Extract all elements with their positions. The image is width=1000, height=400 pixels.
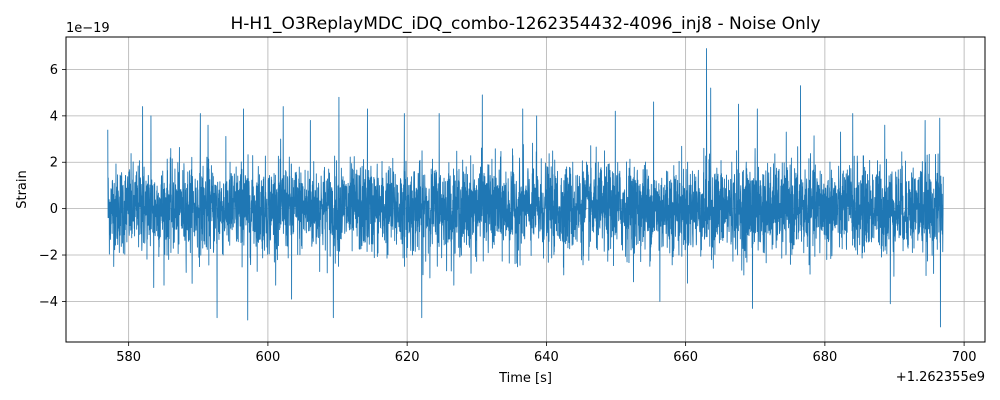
- y-tick-label: −4: [39, 295, 58, 310]
- ticks: 580 600 620 640 660 680 700 −4 −2 0 2 4 6: [39, 63, 977, 365]
- x-axis-title: Time [s]: [498, 371, 552, 386]
- axes-frame: [65, 36, 986, 343]
- x-axis-offset-label: +1.262355e9: [896, 370, 985, 385]
- x-tick-label: 580: [116, 350, 141, 365]
- x-tick-label: 640: [534, 350, 559, 365]
- y-axis-title: Strain: [15, 170, 30, 209]
- chart-title: H-H1_O3ReplayMDC_iDQ_combo-1262354432-40…: [230, 14, 820, 34]
- x-tick-label: 700: [952, 350, 977, 365]
- x-tick-label: 680: [812, 350, 837, 365]
- y-tick-label: 6: [50, 63, 58, 78]
- y-tick-label: 0: [50, 202, 58, 217]
- y-tick-label: −2: [39, 249, 58, 264]
- y-axis-exponent-label: 1e−19: [66, 21, 110, 36]
- x-tick-label: 620: [395, 350, 420, 365]
- x-tick-label: 660: [673, 350, 698, 365]
- y-tick-label: 2: [50, 156, 58, 171]
- strain-series: [107, 48, 944, 328]
- x-tick-label: 600: [255, 350, 280, 365]
- strain-line: [107, 48, 944, 328]
- y-tick-label: 4: [50, 109, 58, 124]
